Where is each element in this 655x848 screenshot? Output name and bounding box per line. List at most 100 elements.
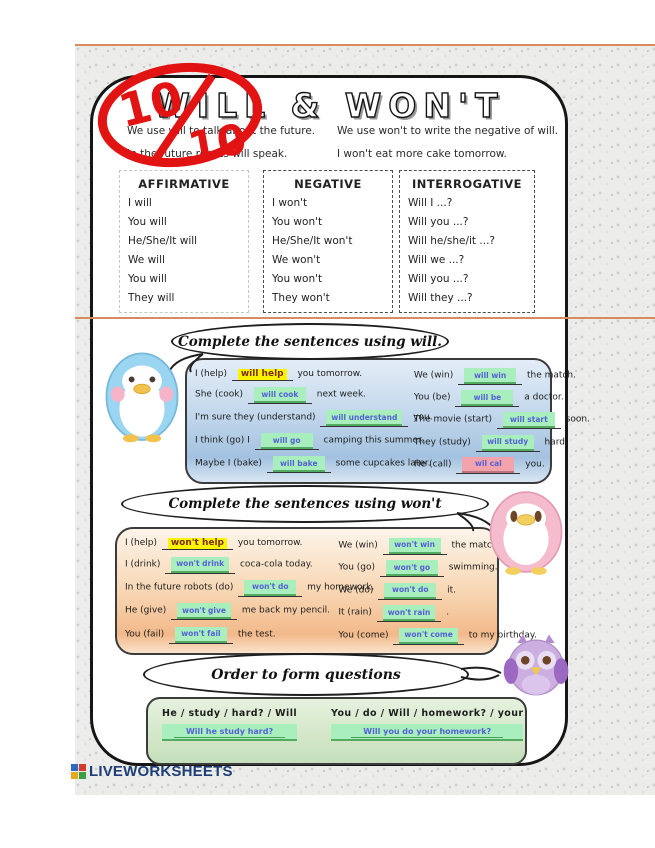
answer-blank[interactable]: will bake xyxy=(266,456,331,473)
pink-penguin-illustration xyxy=(489,491,563,575)
sentence-text: You (go) xyxy=(338,562,378,573)
sentence-text: the match. xyxy=(524,370,576,381)
grammar-row: You won't xyxy=(272,273,323,285)
question-answer-text: Will you do your homework? xyxy=(351,727,504,738)
owl-illustration xyxy=(503,634,569,696)
answer-value: won't go xyxy=(385,560,438,576)
exercise-sentence: He (call) wil cal you. xyxy=(413,456,570,474)
grammar-row: They won't xyxy=(272,292,330,304)
answer-blank[interactable]: will start xyxy=(496,412,561,430)
sentence-text: to my birthday. xyxy=(465,630,537,640)
exercise-sentence: He (give) won't give me back my pencil. xyxy=(125,603,330,621)
grammar-row: Will he/she/it ...? xyxy=(408,235,495,247)
sentence-text: coca-cola today. xyxy=(237,559,313,570)
grammar-row: They will xyxy=(128,292,175,304)
exercise-sentence: Maybe I (bake) will bake some cupcakes l… xyxy=(195,456,431,473)
answer-blank[interactable]: will be xyxy=(455,390,520,408)
exercise-sentence: The movie (start) will start soon. xyxy=(414,412,590,430)
sentence-text: you. xyxy=(522,459,545,470)
sentence-text: You (fail) xyxy=(125,629,167,640)
exercise-wont-box: I (help) won't help you tomorrow. I (drin… xyxy=(115,527,537,655)
exercise-sentence: You (come) won't come to my birthday. xyxy=(338,627,537,645)
grammar-row: We will xyxy=(128,254,165,266)
answer-blank[interactable]: won't do xyxy=(378,582,443,600)
exercise-sentence: I think (go) I will go camping this summ… xyxy=(195,433,424,450)
answer-blank[interactable]: won't rain xyxy=(376,605,442,622)
sentence-text: hard. xyxy=(541,437,568,448)
sentence-text: I (help) xyxy=(195,369,230,379)
question-item: You / do / Will / homework? / your Will y… xyxy=(331,708,524,754)
answer-blank[interactable]: will help xyxy=(231,369,293,381)
sentence-text: I'm sure they (understand) xyxy=(195,412,319,423)
answer-value: won't win xyxy=(388,537,441,554)
exercise-sentence: It (rain) won't rain . xyxy=(338,605,517,622)
sentence-text: you tomorrow. xyxy=(235,538,303,549)
grammar-row: He/She/It will xyxy=(128,235,198,247)
exercise-will-box: I (help) will help you tomorrow. She (coo… xyxy=(185,358,590,484)
answer-blank[interactable]: will go xyxy=(254,433,319,450)
sentence-text: the match. xyxy=(448,540,501,550)
answer-value: will bake xyxy=(272,456,325,472)
worksheet-sheet: WILL & WON'T We use will to talk about t… xyxy=(90,75,590,766)
answer-blank[interactable]: won't come xyxy=(393,627,464,645)
grammar-header: INTERROGATIVE xyxy=(412,177,522,191)
intro-line: I won't eat more cake tomorrow. xyxy=(337,148,507,160)
grammar-table-affirmative: AFFIRMATIVE I will You will He/She/It will… xyxy=(119,170,249,313)
answer-blank[interactable]: will understand xyxy=(320,410,409,427)
sentence-text: you tomorrow. xyxy=(294,369,363,379)
answer-blank[interactable]: won't give xyxy=(171,603,237,621)
exercise-sentence: I (drink) won't drink coca-cola today. xyxy=(125,556,326,574)
exercise-sentence: I (help) will help you tomorrow. xyxy=(195,369,402,381)
sentence-text: We (do) xyxy=(338,585,377,595)
question-prompt: He / study / hard? / Will xyxy=(162,708,298,719)
answer-value: will understand xyxy=(326,410,403,426)
question-answer-field[interactable]: Will he study hard? xyxy=(162,724,298,741)
answer-value-wrong: wil cal xyxy=(462,456,515,473)
sentence-text: He (call) xyxy=(413,459,455,470)
answer-blank[interactable]: will study xyxy=(475,434,540,452)
answer-blank[interactable]: won't drink xyxy=(165,556,236,574)
answer-blank[interactable]: won't win xyxy=(382,537,447,555)
answer-blank[interactable]: won't fail xyxy=(168,626,233,644)
answer-blank[interactable]: won't go xyxy=(379,560,444,577)
answer-value: will help xyxy=(237,369,287,380)
answer-value: will start xyxy=(502,412,555,429)
bubble-tail xyxy=(460,666,502,681)
sentence-text: I (drink) xyxy=(125,559,164,570)
grammar-row: You won't xyxy=(272,216,323,228)
sentence-text: you. xyxy=(410,412,433,423)
answer-blank[interactable]: will cook xyxy=(247,387,312,404)
exercise-sentence: They (study) will study hard. xyxy=(413,434,570,452)
grammar-row: I won't xyxy=(272,197,308,209)
answer-blank[interactable]: won't do xyxy=(238,579,303,597)
sentence-text: We (win) xyxy=(413,370,457,381)
exercise-sentence: She (cook) will cook next week. xyxy=(195,387,402,404)
sentence-text: You (come) xyxy=(338,630,392,640)
answer-value: won't come xyxy=(399,627,458,644)
question-answer-field[interactable]: Will you do your homework? xyxy=(331,724,524,741)
exercise-sentence: We (win) will win the match. xyxy=(413,368,576,386)
sentence-text: me back my pencil. xyxy=(238,605,330,616)
exercise-sentence: I'm sure they (understand) will understa… xyxy=(195,410,433,427)
answer-blank[interactable]: won't help xyxy=(161,538,233,551)
answer-value: won't do xyxy=(244,579,297,596)
sentence-text: I (help) xyxy=(125,538,160,549)
question-prompt: You / do / Will / homework? / your xyxy=(331,708,524,719)
answer-value: won't fail xyxy=(174,626,227,643)
sentence-text: . xyxy=(443,607,450,618)
answer-value: will go xyxy=(260,433,313,449)
liveworksheets-logo[interactable]: LIVEWORKSHEETS xyxy=(71,763,233,780)
page-separator-middle xyxy=(75,317,655,319)
answer-blank[interactable]: wil cal xyxy=(456,456,521,474)
sentence-text: They (study) xyxy=(413,437,474,448)
answer-value: won't do xyxy=(384,582,437,599)
answer-blank[interactable]: will win xyxy=(458,368,523,386)
question-answer-text: Will he study hard? xyxy=(173,727,286,738)
sentence-text: some cupcakes later. xyxy=(332,458,431,469)
intro-line: We use won't to write the negative of wi… xyxy=(337,125,559,137)
sentence-text: We (win) xyxy=(338,540,381,550)
questions-box: He / study / hard? / Will Will he study h… xyxy=(146,697,527,765)
sentence-text: Maybe I (bake) xyxy=(195,458,265,469)
answer-value: won't drink xyxy=(171,556,230,573)
sentence-text: my homework. xyxy=(304,582,375,593)
